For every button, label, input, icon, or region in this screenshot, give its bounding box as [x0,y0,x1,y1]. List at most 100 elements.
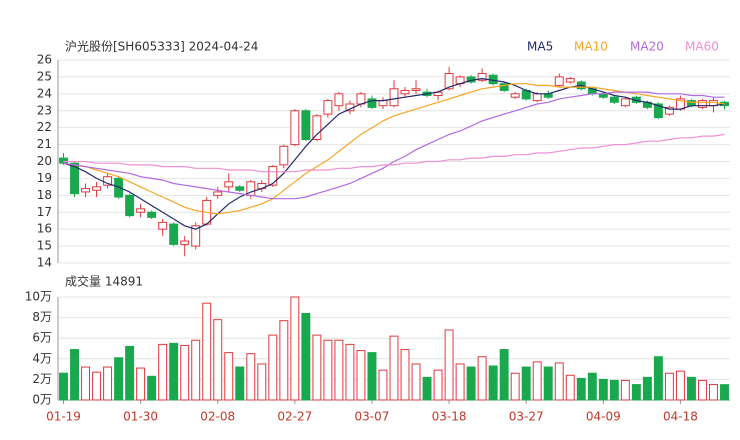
x-tick-label: 01-30 [123,410,158,424]
candle-body [653,103,663,119]
candle-body [103,176,113,186]
volume-bar [543,366,553,401]
candle-body [312,115,322,141]
candle-body [92,186,102,191]
y-tick-label: 19 [37,171,52,185]
volume-bar [631,384,641,401]
volume-bar [642,376,652,401]
candle-body [235,186,245,191]
volume-bar [400,349,410,401]
candle-body [356,93,366,105]
volume-bar [466,366,476,401]
volume-bar [653,356,663,401]
volume-bar [323,339,333,401]
candle-body [136,208,146,213]
y-tick-label: 16 [37,222,52,236]
candle-body [213,191,223,196]
candle-body [125,194,135,217]
x-tick-label: 03-07 [355,410,390,424]
volume-bar [81,366,91,401]
candle-body [510,93,520,98]
volume-bar [389,335,399,401]
volume-bar [114,357,124,401]
candle-body [290,110,300,146]
volume-bar [477,356,487,401]
candle-body [268,166,278,186]
volume-bar [686,376,696,401]
candle-body [499,83,509,91]
candle-body [158,221,168,230]
y-tick-label: 18 [37,188,52,202]
y-tick-label: 14 [37,256,52,270]
x-tick-label: 03-18 [432,410,467,424]
candle-body [147,211,157,218]
y-tick-label: 22 [37,120,52,134]
candle-body [59,157,68,164]
volume-bar [697,379,707,401]
volume-bar [235,366,245,401]
y2-tick-label: 4万 [32,351,52,365]
candle-body [81,188,91,193]
volume-bar [191,339,201,401]
volume-bar [367,352,377,401]
y2-tick-label: 0万 [32,393,52,407]
candle-body [532,93,542,102]
volume-bar [587,372,597,401]
x-tick-label: 02-27 [277,410,312,424]
volume-bar [136,367,146,401]
ma-line [63,91,725,200]
volume-bar [554,362,564,401]
legend-entry: MA5 [527,40,553,54]
volume-bar [532,361,542,401]
y2-tick-label: 10万 [25,290,52,304]
volume-bar [499,349,509,401]
candle-body [400,89,410,95]
chart-title: 沪光股份[SH605333] 2024-04-24 [65,40,258,54]
volume-bar [125,345,135,401]
ma-line [63,133,725,173]
volume-bar [378,369,388,401]
candle-body [367,98,377,108]
volume-bar [620,379,630,401]
volume-bar [70,349,79,401]
y-tick-label: 25 [37,69,52,83]
candle-body [301,110,311,141]
volume-bar [411,363,421,401]
candle-body [411,88,421,91]
candle-body [323,100,333,115]
candle-body [697,100,707,108]
volume-bar [609,379,619,401]
candle-body [444,73,454,90]
volume-bar [169,342,179,401]
volume-bar [158,343,168,401]
ma-line [63,83,725,215]
candle-body [169,223,179,245]
volume-bar [565,374,575,401]
candle-body [477,73,487,81]
candle-body [114,177,124,198]
y-tick-label: 24 [37,86,52,100]
candle-body [554,76,564,86]
volume-bar [510,372,520,401]
volume-title: 成交量 14891 [65,274,143,289]
volume-bar [246,353,256,401]
y2-tick-label: 2万 [32,372,52,386]
volume-bar [433,369,443,401]
y-tick-label: 26 [37,53,52,67]
volume-bar [268,334,278,401]
ma-line [63,77,725,230]
volume-bar [664,372,674,401]
volume-bar [345,343,355,401]
volume-bar [257,363,267,401]
volume-bar [720,384,729,401]
x-tick-label: 01-19 [46,410,81,424]
volume-bar [312,334,322,401]
volume-bar [290,296,300,401]
volume-bar [279,320,289,401]
x-tick-label: 04-18 [663,410,698,424]
volume-bar [301,312,311,401]
candle-body [224,181,234,188]
y-tick-label: 23 [37,103,52,117]
volume-bar [709,384,718,401]
